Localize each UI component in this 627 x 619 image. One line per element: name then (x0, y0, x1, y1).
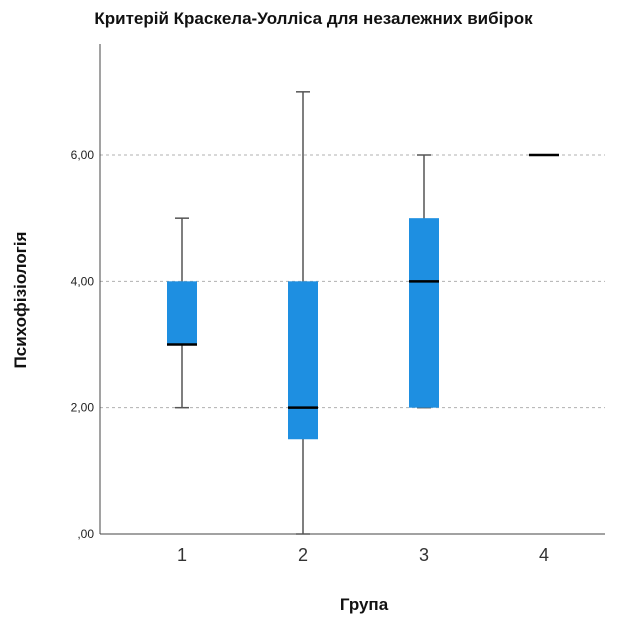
box-iqr (288, 281, 318, 440)
box-iqr (409, 218, 439, 408)
y-tick-label: 2,00 (71, 401, 95, 415)
x-tick-label: 2 (298, 545, 308, 565)
y-tick-label: 6,00 (71, 148, 95, 162)
boxes-layer (167, 91, 559, 535)
box-group-2 (288, 91, 318, 535)
y-tick-labels: ,00 2,00 4,00 6,00 (71, 148, 95, 541)
x-tick-label: 4 (539, 545, 549, 565)
x-tick-label: 3 (419, 545, 429, 565)
chart-title: Критерій Краскела-Уолліса для незалежних… (94, 9, 533, 28)
box-group-3 (409, 154, 439, 409)
x-axis-title: Група (340, 595, 389, 614)
box-group-1 (167, 217, 197, 409)
box-iqr (167, 281, 197, 345)
grid-layer (100, 154, 605, 409)
x-tick-label: 1 (177, 545, 187, 565)
y-tick-label: 4,00 (71, 274, 95, 288)
y-tick-label: ,00 (77, 527, 94, 541)
x-tick-labels: 1 2 3 4 (177, 545, 549, 565)
y-axis-title: Психофізіологія (11, 232, 30, 369)
